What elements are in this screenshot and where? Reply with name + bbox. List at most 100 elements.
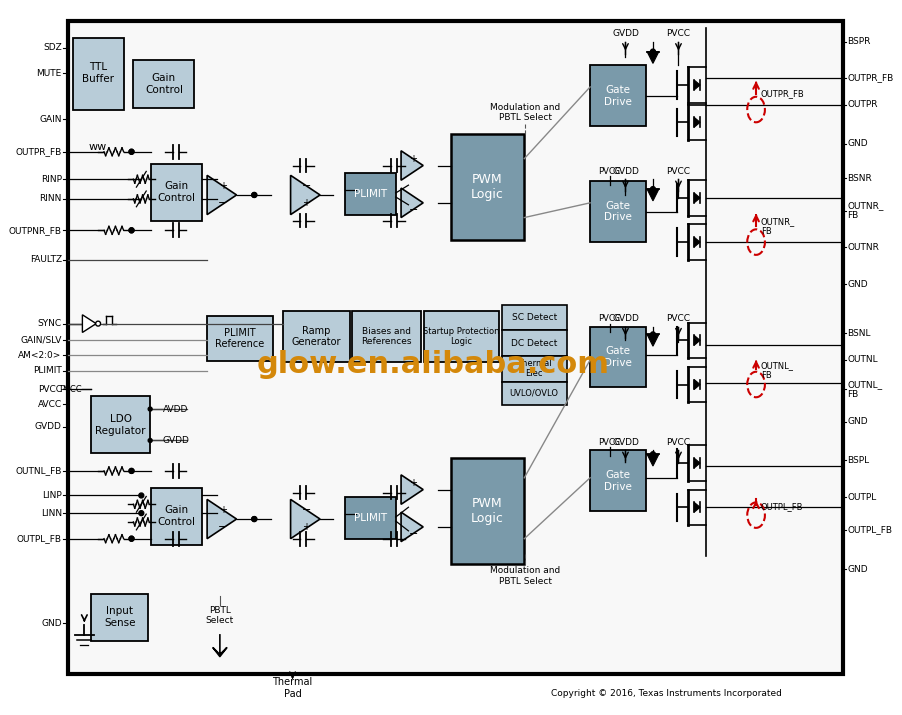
Text: GND: GND: [847, 139, 868, 149]
Text: PVCC: PVCC: [38, 385, 61, 394]
Text: OUTPR_FB: OUTPR_FB: [761, 89, 805, 99]
Circle shape: [129, 149, 134, 154]
Text: Gain
Control: Gain Control: [158, 181, 196, 203]
Text: OUTNR_
FB: OUTNR_ FB: [761, 217, 796, 236]
Text: +: +: [219, 506, 226, 516]
Bar: [502, 356, 566, 382]
Text: OUTPR_FB: OUTPR_FB: [15, 147, 61, 157]
Text: Modulation and
PBTL Select: Modulation and PBTL Select: [490, 103, 560, 122]
Bar: [68, 21, 843, 674]
Text: PWM
Logic: PWM Logic: [471, 497, 503, 526]
Polygon shape: [401, 151, 423, 180]
Text: −: −: [301, 506, 311, 516]
Bar: [590, 327, 646, 388]
Polygon shape: [82, 315, 97, 332]
Circle shape: [252, 192, 257, 197]
Text: PVCC: PVCC: [598, 167, 621, 176]
Bar: [207, 316, 273, 361]
Text: SYNC: SYNC: [38, 319, 61, 328]
Circle shape: [139, 511, 143, 516]
Text: PVCC: PVCC: [667, 29, 691, 39]
Text: SC Detect: SC Detect: [511, 313, 557, 322]
Polygon shape: [647, 51, 658, 64]
Text: OUTNL_
FB: OUTNL_ FB: [761, 361, 794, 380]
Text: Thermal
Elec: Thermal Elec: [517, 359, 551, 378]
Polygon shape: [207, 175, 236, 214]
Bar: [345, 498, 396, 538]
Text: OUTPR_FB: OUTPR_FB: [847, 74, 894, 83]
Text: GND: GND: [847, 565, 868, 573]
Circle shape: [252, 192, 257, 197]
Circle shape: [96, 321, 100, 326]
Text: Modulation and
PBTL Select: Modulation and PBTL Select: [490, 566, 560, 586]
Circle shape: [129, 468, 134, 473]
Text: OUTNR_
FB: OUTNR_ FB: [847, 201, 884, 220]
Text: GVDD: GVDD: [163, 436, 189, 445]
Text: GVDD: GVDD: [612, 167, 639, 176]
Text: −: −: [218, 198, 227, 208]
Text: LINN: LINN: [41, 508, 61, 518]
Text: Ramp
Generator: Ramp Generator: [291, 325, 341, 347]
Text: DC Detect: DC Detect: [511, 339, 557, 347]
Text: FAULTZ: FAULTZ: [30, 255, 61, 265]
Bar: [590, 450, 646, 511]
Text: OUTPNR_FB: OUTPNR_FB: [9, 226, 61, 235]
Bar: [282, 311, 349, 362]
Circle shape: [129, 536, 134, 541]
Circle shape: [650, 49, 656, 54]
Polygon shape: [695, 458, 700, 468]
Text: OUTPL_FB: OUTPL_FB: [761, 502, 804, 511]
Text: OUTPL_FB: OUTPL_FB: [847, 526, 892, 534]
Polygon shape: [207, 499, 236, 538]
Text: PWM
Logic: PWM Logic: [471, 173, 503, 201]
Text: LDO
Regulator: LDO Regulator: [96, 414, 146, 435]
Bar: [152, 488, 202, 545]
Polygon shape: [647, 454, 658, 466]
Text: UVLO/OVLO: UVLO/OVLO: [510, 389, 558, 398]
Text: +: +: [302, 522, 310, 532]
Circle shape: [650, 332, 656, 337]
Polygon shape: [695, 80, 700, 90]
Text: −: −: [409, 204, 418, 214]
Text: GVDD: GVDD: [612, 438, 639, 447]
Text: Biases and
References: Biases and References: [362, 327, 412, 346]
Text: GND: GND: [847, 418, 868, 426]
Bar: [502, 330, 566, 356]
Text: PBTL
Select: PBTL Select: [206, 606, 234, 625]
Text: PLIMIT: PLIMIT: [354, 513, 387, 523]
Bar: [345, 173, 396, 214]
Text: PVCC: PVCC: [667, 167, 691, 176]
Text: OUTPL_FB: OUTPL_FB: [17, 534, 61, 543]
Text: Gain
Control: Gain Control: [158, 506, 196, 527]
Text: ww: ww: [89, 142, 107, 152]
Text: BSPL: BSPL: [847, 455, 870, 465]
Text: +: +: [410, 154, 418, 164]
Circle shape: [129, 228, 134, 233]
Text: GVDD: GVDD: [612, 29, 639, 39]
Text: SDZ: SDZ: [43, 43, 61, 52]
Text: RINN: RINN: [40, 194, 61, 203]
Text: BSNR: BSNR: [847, 174, 872, 183]
Text: −: −: [301, 181, 311, 191]
Text: glow.en.alibaba.com: glow.en.alibaba.com: [256, 350, 610, 380]
Text: OUTNL: OUTNL: [847, 355, 878, 365]
Bar: [590, 181, 646, 242]
Text: GAIN/SLV: GAIN/SLV: [21, 336, 61, 345]
Text: OUTNL_FB: OUTNL_FB: [15, 466, 61, 475]
Text: Startup Protection
Logic: Startup Protection Logic: [423, 327, 500, 346]
Text: GVDD: GVDD: [35, 423, 61, 431]
Circle shape: [129, 149, 134, 154]
Bar: [133, 61, 194, 107]
Text: GVDD: GVDD: [612, 314, 639, 323]
Polygon shape: [695, 503, 700, 512]
Text: PVCC: PVCC: [59, 385, 81, 394]
Circle shape: [148, 407, 152, 411]
Text: BSNL: BSNL: [847, 329, 871, 338]
Text: LINP: LINP: [42, 491, 61, 500]
Text: Gate
Drive: Gate Drive: [603, 201, 631, 222]
Text: AVCC: AVCC: [38, 400, 61, 409]
Text: Gate
Drive: Gate Drive: [603, 85, 631, 107]
Polygon shape: [290, 499, 320, 538]
Circle shape: [129, 228, 134, 233]
Polygon shape: [647, 335, 658, 346]
